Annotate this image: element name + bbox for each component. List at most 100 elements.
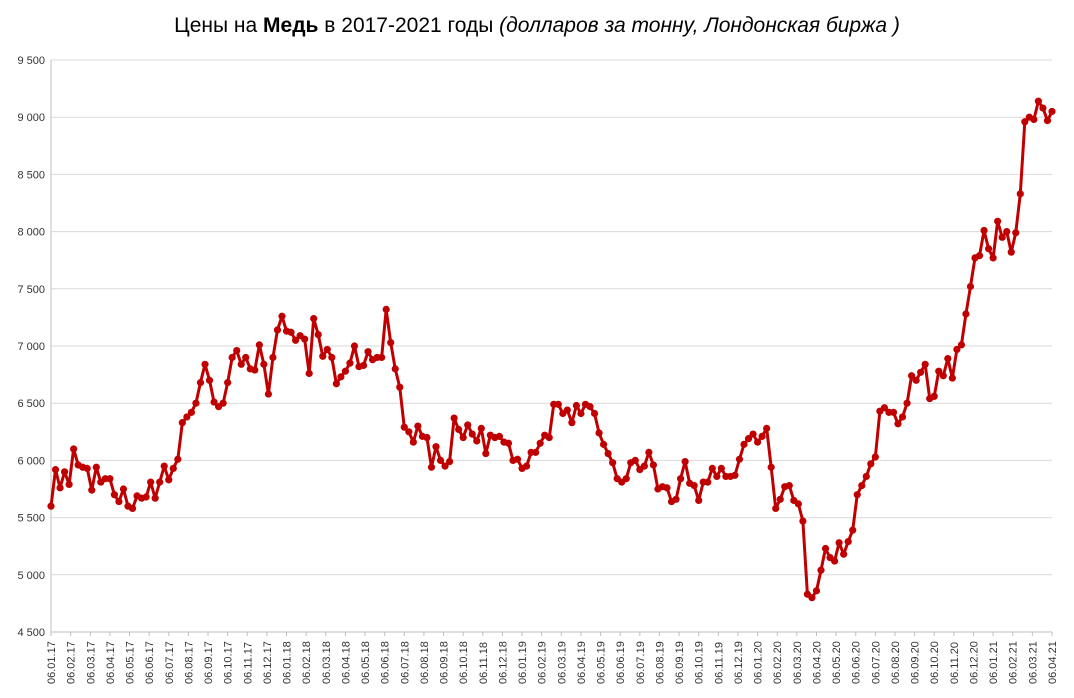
- data-point: [907, 372, 916, 380]
- data-point: [378, 353, 386, 362]
- data-point: [912, 376, 920, 384]
- data-point: [821, 544, 830, 553]
- data-point: [56, 484, 64, 492]
- data-point: [165, 476, 173, 484]
- x-tick-label: 06.05.17: [125, 641, 137, 684]
- x-tick-label: 06.01.19: [517, 641, 529, 684]
- data-point: [763, 424, 771, 432]
- data-point: [128, 504, 137, 513]
- data-point: [794, 500, 802, 508]
- price-series: [47, 97, 1056, 602]
- x-tick-label: 06.11.18: [478, 642, 490, 684]
- y-tick-label: 8 000: [17, 227, 45, 239]
- x-tick-label: 06.09.19: [674, 641, 686, 684]
- title-metal: Медь: [263, 14, 319, 37]
- data-point: [382, 305, 390, 313]
- x-tick-label: 06.11.20: [949, 642, 961, 684]
- data-point: [473, 437, 481, 445]
- y-tick-label: 7 000: [17, 341, 45, 353]
- x-tick-label: 06.04.18: [340, 641, 352, 684]
- data-point: [455, 425, 463, 434]
- data-point: [196, 379, 205, 387]
- x-tick-label: 06.06.19: [615, 641, 627, 684]
- data-point: [975, 252, 984, 260]
- data-point: [522, 462, 531, 470]
- data-point: [862, 472, 870, 481]
- data-point: [894, 420, 902, 428]
- x-tick-label: 06.07.18: [399, 641, 411, 684]
- data-point: [450, 414, 458, 422]
- data-point: [649, 461, 658, 469]
- data-point: [224, 379, 232, 387]
- data-point: [994, 217, 1002, 225]
- data-point: [513, 455, 522, 463]
- data-point: [853, 491, 861, 499]
- data-point: [785, 481, 793, 490]
- data-point: [219, 399, 227, 407]
- data-point: [1003, 228, 1011, 236]
- data-point: [676, 475, 685, 483]
- data-point: [980, 226, 988, 235]
- data-point: [445, 457, 454, 466]
- data-point: [183, 413, 191, 421]
- data-point: [984, 245, 993, 253]
- data-point: [387, 338, 395, 347]
- data-point: [835, 539, 843, 547]
- data-point: [731, 471, 739, 479]
- data-point: [939, 372, 947, 380]
- data-point: [599, 440, 608, 448]
- y-tick-label: 9 000: [17, 112, 45, 124]
- data-point: [88, 486, 96, 494]
- data-point: [672, 495, 680, 503]
- data-point: [319, 352, 327, 360]
- data-point: [744, 435, 753, 443]
- data-point: [396, 383, 404, 391]
- data-point: [477, 424, 485, 432]
- data-point: [681, 457, 689, 466]
- data-point: [817, 566, 825, 574]
- x-tick-label: 06.03.21: [1027, 641, 1039, 684]
- data-point: [645, 448, 653, 456]
- data-point: [106, 475, 114, 483]
- data-point: [260, 360, 268, 368]
- chart-title: Цены на Медь в 2017-2021 годы (долларов …: [0, 14, 1074, 38]
- data-point: [572, 401, 581, 410]
- x-tick-label: 06.12.18: [497, 641, 509, 684]
- x-tick-label: 06.11.19: [713, 642, 725, 684]
- x-tick-label: 06.08.19: [654, 641, 666, 684]
- x-tick-label: 06.05.20: [831, 641, 843, 684]
- x-tick-label: 06.11.17: [242, 642, 254, 684]
- data-point: [966, 282, 975, 291]
- data-point: [409, 438, 417, 446]
- x-tick-label: 06.09.18: [439, 641, 451, 684]
- data-point: [717, 464, 725, 473]
- y-tick-label: 7 500: [17, 284, 45, 296]
- x-tick-label: 06.10.17: [223, 641, 235, 684]
- x-tick-label: 06.06.17: [144, 641, 156, 684]
- data-point: [482, 449, 490, 458]
- data-point: [708, 464, 716, 473]
- x-tick-label: 06.01.20: [753, 641, 765, 684]
- x-tick-label: 06.02.17: [66, 641, 78, 684]
- data-point: [1030, 115, 1038, 124]
- data-point: [690, 481, 698, 490]
- data-point: [441, 462, 449, 470]
- x-tick-label: 06.09.20: [910, 641, 922, 684]
- data-point: [323, 345, 331, 354]
- data-point: [962, 310, 970, 318]
- data-point: [47, 502, 55, 510]
- data-point: [160, 462, 168, 470]
- data-point: [767, 463, 775, 471]
- y-tick-label: 5 000: [17, 570, 45, 582]
- data-point: [169, 464, 177, 473]
- data-point: [119, 485, 128, 493]
- x-tick-label: 06.03.20: [792, 641, 804, 684]
- x-tick-label: 06.07.20: [870, 641, 882, 684]
- data-point: [871, 453, 879, 461]
- data-point: [577, 409, 585, 418]
- data-point: [604, 449, 612, 458]
- data-point: [459, 433, 467, 442]
- data-point: [436, 456, 445, 464]
- y-tick-label: 5 500: [17, 513, 45, 525]
- data-point: [880, 404, 889, 412]
